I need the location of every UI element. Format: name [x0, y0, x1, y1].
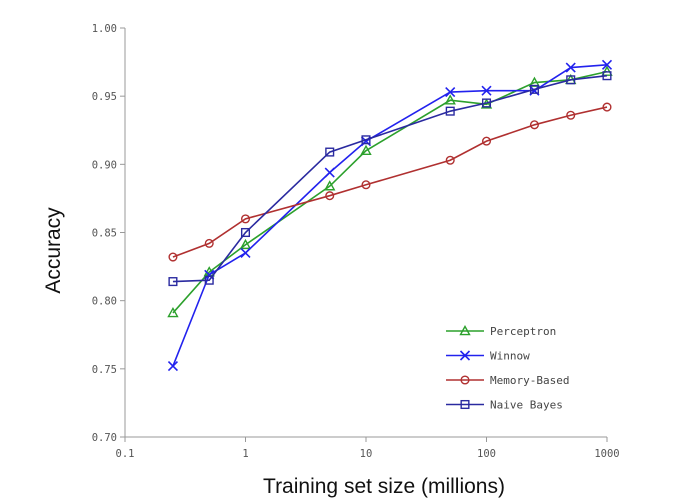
data-point-memory-based — [240, 214, 251, 224]
y-tick-label: 0.80 — [92, 296, 117, 308]
data-point-naive-bayes — [168, 277, 178, 287]
legend-label: Winnow — [490, 350, 530, 363]
data-point-perceptron — [360, 144, 372, 156]
data-point-winnow — [167, 361, 179, 372]
x-tick-label: 100 — [477, 448, 496, 460]
x-tick-label: 10 — [360, 448, 373, 460]
data-point-naive-bayes — [240, 227, 251, 238]
legend-item-winnow: Winnow — [446, 350, 530, 363]
y-tick-label: 0.75 — [92, 364, 117, 376]
data-point-memory-based — [602, 102, 612, 112]
legend-marker — [460, 399, 470, 410]
x-tick-label: 1000 — [594, 448, 619, 460]
legend-marker — [459, 325, 471, 336]
data-point-perceptron — [444, 94, 456, 105]
y-tick-label: 1.00 — [92, 23, 117, 35]
x-tick-label: 1 — [242, 448, 248, 460]
data-point-winnow — [324, 167, 335, 178]
data-point-winnow-b — [324, 167, 335, 178]
x-tick-label: 0.1 — [116, 448, 135, 460]
data-point-naive-bayes — [481, 98, 492, 108]
legend-item-naive-bayes: Naive Bayes — [446, 399, 563, 412]
series-naive-bayes — [168, 71, 612, 287]
data-point-memory-based — [361, 180, 371, 190]
data-point-winnow-b — [445, 87, 456, 98]
y-tick-label: 0.90 — [92, 159, 117, 171]
y-axis-title: Accuracy — [42, 207, 65, 294]
data-point-memory-based — [529, 120, 539, 130]
data-point-winnow-b — [167, 361, 179, 372]
data-point-winnow-b — [481, 85, 492, 96]
series-line-naive-bayes — [172, 74, 608, 283]
data-point-memory-based — [481, 136, 492, 146]
legend-item-memory-based: Memory-Based — [446, 374, 569, 387]
data-point-perceptron — [239, 238, 252, 250]
data-point-memory-based — [204, 238, 214, 248]
y-tick-label: 0.70 — [92, 432, 117, 444]
data-point-winnow-b — [601, 59, 613, 70]
series-line-winnow — [172, 64, 608, 367]
data-point-perceptron — [601, 65, 613, 76]
data-point-naive-bayes — [529, 84, 539, 94]
series-layer — [167, 59, 613, 372]
data-point-winnow — [445, 87, 456, 98]
legend-marker-b — [459, 350, 471, 361]
legend: Perceptron Winnow Memory-Based Naive Bayes — [446, 325, 569, 412]
data-point-winnow — [204, 269, 215, 280]
series-memory-based — [168, 102, 612, 262]
y-tick-label: 0.95 — [92, 91, 117, 103]
series-winnow — [167, 59, 613, 372]
y-tick-label: 0.85 — [92, 228, 117, 240]
data-point-naive-bayes — [325, 147, 335, 157]
data-point-winnow — [481, 85, 492, 96]
data-point-memory-based — [325, 191, 335, 201]
legend-marker — [460, 375, 470, 385]
data-point-naive-bayes — [445, 106, 455, 116]
data-point-winnow-b — [240, 247, 251, 259]
data-point-perceptron — [167, 306, 179, 318]
series-line-memory-based — [172, 106, 608, 258]
data-point-perceptron — [324, 180, 336, 191]
x-axis-title: Training set size (millions) — [263, 475, 505, 498]
series-perceptron — [167, 65, 613, 318]
data-point-naive-bayes — [602, 71, 612, 81]
data-point-winnow-b — [565, 62, 576, 73]
legend-marker — [459, 350, 471, 361]
data-point-naive-bayes — [204, 275, 214, 285]
legend-item-perceptron: Perceptron — [446, 325, 556, 338]
data-point-winnow — [565, 62, 576, 73]
legend-label: Perceptron — [490, 325, 556, 338]
legend-label: Memory-Based — [490, 374, 569, 387]
data-point-winnow — [240, 247, 251, 259]
data-point-winnow — [601, 59, 613, 70]
data-point-winnow-b — [204, 269, 215, 280]
data-point-memory-based — [566, 110, 576, 120]
series-line-perceptron — [172, 70, 608, 314]
axes: 0.70 0.75 0.80 0.85 0.90 0.95 1.00 0.1 1 10 100 100… — [92, 23, 620, 460]
data-point-naive-bayes — [566, 75, 576, 85]
data-point-memory-based — [168, 252, 178, 262]
data-point-naive-bayes — [361, 135, 371, 145]
data-point-memory-based — [445, 155, 455, 165]
legend-label: Naive Bayes — [490, 399, 563, 412]
